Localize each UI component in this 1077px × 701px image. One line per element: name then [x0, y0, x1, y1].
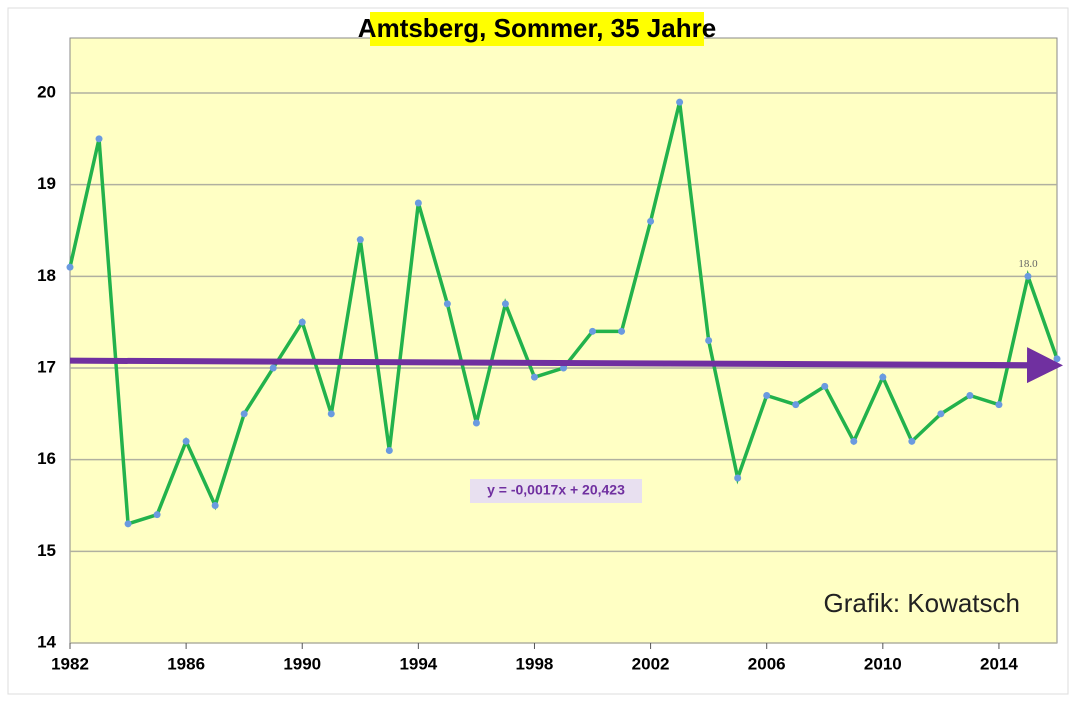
data-point — [937, 410, 945, 418]
data-point — [182, 437, 190, 445]
y-tick-label: 18 — [37, 266, 56, 285]
title-box — [370, 12, 704, 46]
y-tick-label: 14 — [37, 632, 56, 651]
x-tick-label: 1990 — [283, 654, 321, 673]
data-point — [240, 410, 248, 418]
data-point — [908, 437, 916, 445]
y-tick-label: 20 — [37, 82, 56, 101]
data-point — [153, 511, 161, 519]
data-point — [1024, 272, 1032, 280]
data-point — [124, 520, 132, 528]
data-point — [821, 382, 829, 390]
data-point — [269, 364, 277, 372]
data-point — [298, 318, 306, 326]
data-point — [472, 419, 480, 427]
x-tick-label: 1994 — [399, 654, 437, 673]
data-point — [560, 364, 567, 372]
data-point — [211, 502, 219, 509]
data-point — [414, 199, 422, 207]
x-tick-label: 1998 — [516, 654, 554, 673]
data-point — [705, 337, 713, 344]
trend-line — [69, 347, 1063, 384]
data-point — [501, 300, 509, 308]
annotation: Grafik: Kowatsch — [823, 588, 1020, 618]
x-tick-label: 2006 — [748, 654, 786, 673]
plot-area — [69, 37, 1058, 644]
data-point — [589, 327, 597, 335]
chart-title: Amtsberg, Sommer, 35 Jahre — [358, 13, 716, 43]
data-point — [966, 392, 974, 399]
x-tick-label: 1982 — [51, 654, 89, 673]
x-tick-label: 2010 — [864, 654, 902, 673]
data-point — [676, 98, 684, 106]
data-point — [66, 263, 74, 271]
y-tick-label: 17 — [37, 357, 56, 376]
data-point — [618, 327, 626, 335]
data-point — [1053, 355, 1061, 363]
trend-equation: y = -0,0017x + 20,423 — [487, 482, 625, 498]
data-point — [995, 401, 1003, 409]
x-tick-label: 2002 — [632, 654, 670, 673]
data-point — [356, 236, 364, 244]
data-point — [879, 373, 887, 381]
data-point — [763, 392, 771, 399]
equation-box — [470, 479, 642, 503]
data-point — [530, 373, 538, 381]
data-point — [850, 437, 858, 445]
data-point — [95, 135, 103, 143]
data-point — [792, 401, 800, 409]
data-label: 18.0 — [1018, 258, 1038, 270]
data-point — [327, 410, 335, 418]
x-tick-label: 2014 — [980, 654, 1018, 673]
data-point — [385, 447, 393, 454]
data-point — [734, 474, 742, 482]
y-tick-label: 19 — [37, 174, 56, 193]
y-tick-label: 16 — [37, 449, 56, 468]
data-point — [443, 300, 451, 308]
x-tick-label: 1986 — [167, 654, 205, 673]
y-tick-label: 15 — [37, 541, 56, 560]
data-point — [647, 217, 655, 225]
